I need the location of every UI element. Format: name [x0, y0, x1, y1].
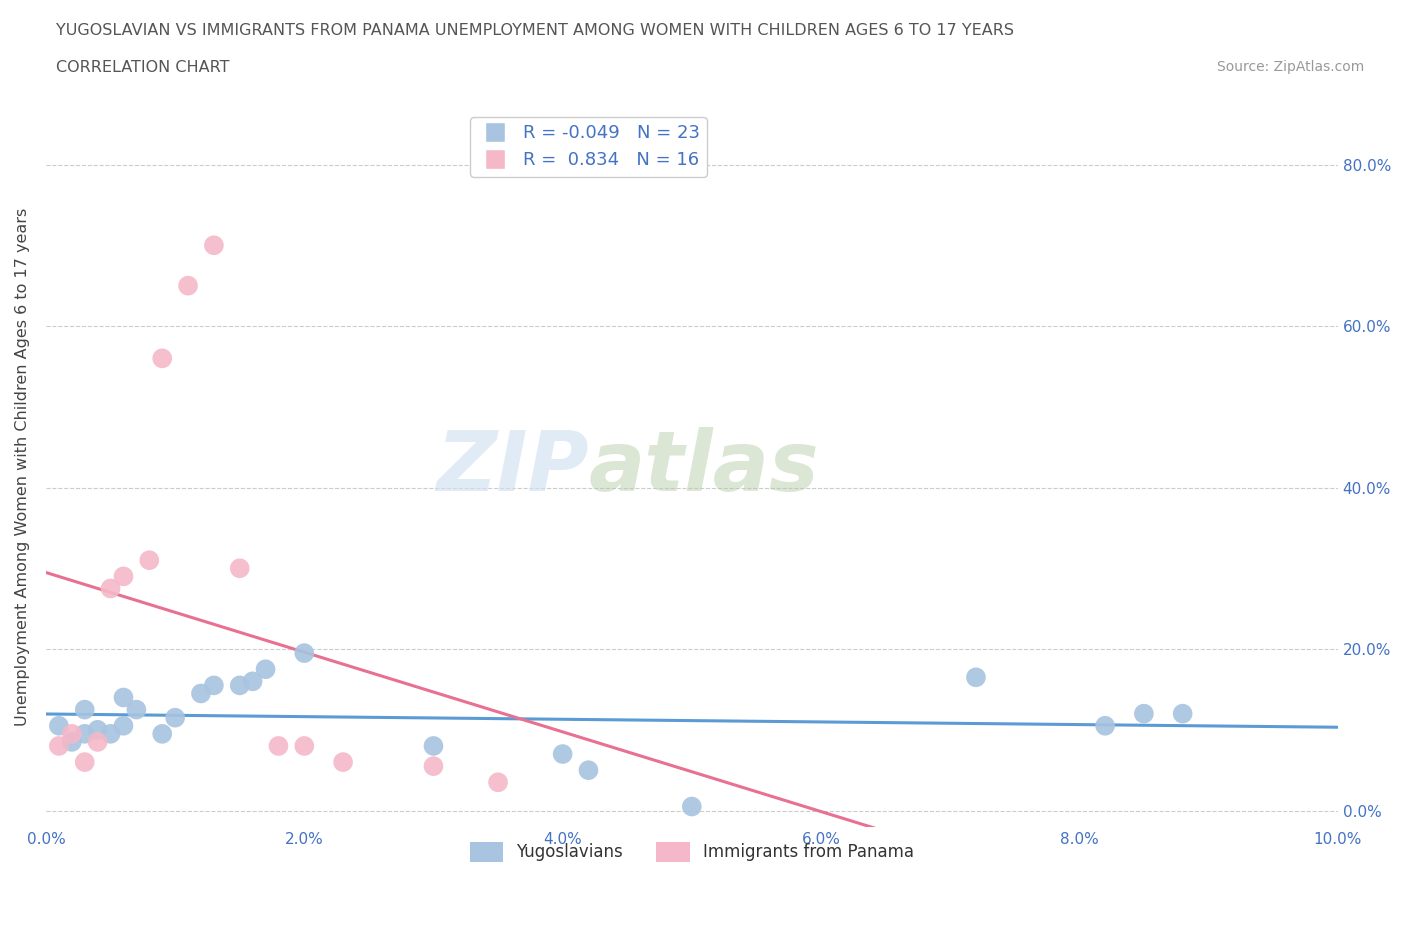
Point — [150, 351, 173, 365]
Point — [60, 735, 83, 750]
Point — [267, 738, 290, 753]
Point — [422, 759, 444, 774]
Y-axis label: Unemployment Among Women with Children Ages 6 to 17 years: Unemployment Among Women with Children A… — [15, 208, 30, 726]
Legend: Yugoslavians, Immigrants from Panama: Yugoslavians, Immigrants from Panama — [463, 835, 921, 869]
Point — [422, 738, 444, 753]
Point — [486, 775, 509, 790]
Text: ZIP: ZIP — [436, 427, 589, 508]
Point — [1171, 706, 1194, 721]
Point — [60, 726, 83, 741]
Point — [48, 738, 70, 753]
Point — [578, 763, 600, 777]
Point — [112, 690, 135, 705]
Point — [100, 581, 122, 596]
Point — [242, 674, 264, 689]
Point — [100, 726, 122, 741]
Text: atlas: atlas — [589, 427, 820, 508]
Point — [228, 561, 250, 576]
Point — [125, 702, 148, 717]
Point — [551, 747, 574, 762]
Point — [1094, 718, 1116, 733]
Point — [112, 718, 135, 733]
Point — [292, 645, 315, 660]
Point — [228, 678, 250, 693]
Point — [190, 686, 212, 701]
Text: Source: ZipAtlas.com: Source: ZipAtlas.com — [1216, 60, 1364, 74]
Point — [73, 702, 96, 717]
Point — [1133, 706, 1156, 721]
Point — [254, 662, 277, 677]
Text: YUGOSLAVIAN VS IMMIGRANTS FROM PANAMA UNEMPLOYMENT AMONG WOMEN WITH CHILDREN AGE: YUGOSLAVIAN VS IMMIGRANTS FROM PANAMA UN… — [56, 23, 1014, 38]
Point — [965, 670, 987, 684]
Point — [332, 754, 354, 769]
Point — [202, 238, 225, 253]
Point — [86, 723, 108, 737]
Point — [48, 718, 70, 733]
Point — [177, 278, 200, 293]
Point — [112, 569, 135, 584]
Point — [73, 726, 96, 741]
Point — [202, 678, 225, 693]
Point — [292, 738, 315, 753]
Point — [86, 735, 108, 750]
Text: CORRELATION CHART: CORRELATION CHART — [56, 60, 229, 75]
Point — [681, 799, 703, 814]
Point — [150, 726, 173, 741]
Point — [138, 552, 160, 567]
Point — [73, 754, 96, 769]
Point — [165, 711, 187, 725]
